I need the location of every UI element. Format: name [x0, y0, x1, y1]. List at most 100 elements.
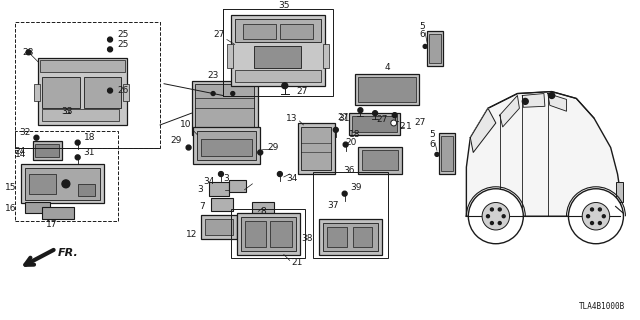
Text: 29: 29: [267, 143, 278, 152]
Polygon shape: [500, 95, 520, 127]
Text: 34: 34: [204, 177, 215, 186]
Circle shape: [76, 155, 80, 160]
Bar: [15, 131, 118, 221]
Circle shape: [490, 208, 493, 211]
Text: 15: 15: [5, 183, 17, 192]
Text: 25: 25: [117, 40, 128, 49]
Bar: [33, 141, 62, 160]
Text: 31: 31: [84, 148, 95, 157]
Text: 32: 32: [19, 128, 31, 137]
Bar: [280, 24, 313, 39]
Text: 5: 5: [429, 130, 435, 139]
Circle shape: [598, 208, 602, 211]
Bar: [193, 127, 260, 164]
Bar: [211, 197, 233, 211]
Bar: [38, 58, 127, 125]
Circle shape: [549, 92, 555, 99]
Bar: [15, 22, 160, 148]
Bar: [200, 129, 213, 135]
Bar: [319, 219, 382, 254]
Text: 16: 16: [5, 204, 17, 213]
Circle shape: [486, 215, 490, 218]
Text: 27: 27: [337, 113, 349, 122]
Bar: [217, 129, 231, 135]
Bar: [270, 221, 292, 247]
Text: 3: 3: [223, 174, 229, 183]
Circle shape: [568, 189, 623, 244]
Polygon shape: [522, 93, 545, 107]
Text: 6: 6: [429, 140, 435, 149]
Text: 37: 37: [327, 201, 339, 210]
Bar: [197, 131, 256, 160]
Text: 28: 28: [22, 48, 34, 57]
Circle shape: [108, 47, 113, 52]
Bar: [616, 182, 623, 202]
Text: 39: 39: [351, 183, 362, 192]
Text: 35: 35: [278, 1, 289, 10]
Text: 27: 27: [414, 118, 426, 127]
Circle shape: [358, 108, 363, 113]
Circle shape: [423, 44, 427, 48]
Bar: [298, 123, 335, 174]
Bar: [362, 150, 397, 170]
Text: 4: 4: [385, 62, 390, 72]
Bar: [227, 44, 233, 68]
Bar: [35, 84, 40, 101]
Circle shape: [258, 150, 262, 155]
Circle shape: [435, 152, 439, 156]
Text: 21: 21: [292, 258, 303, 267]
Bar: [209, 182, 229, 196]
Bar: [191, 81, 259, 135]
Text: 24: 24: [15, 147, 26, 156]
Circle shape: [392, 113, 397, 117]
Text: 26: 26: [117, 86, 128, 95]
Bar: [427, 31, 443, 66]
Bar: [358, 147, 401, 174]
Circle shape: [26, 50, 31, 55]
Bar: [20, 164, 104, 204]
Text: 14: 14: [15, 150, 27, 159]
Bar: [231, 209, 305, 259]
Text: 18: 18: [84, 133, 95, 142]
Bar: [327, 227, 347, 247]
Circle shape: [62, 180, 70, 188]
Text: 27: 27: [296, 87, 308, 96]
Bar: [301, 127, 331, 170]
Bar: [439, 133, 454, 174]
Circle shape: [591, 221, 593, 225]
Bar: [441, 136, 452, 171]
Bar: [235, 70, 321, 82]
Circle shape: [602, 215, 605, 218]
Bar: [349, 113, 399, 135]
Bar: [25, 202, 50, 213]
Text: 20: 20: [345, 138, 356, 147]
Circle shape: [218, 172, 223, 177]
Text: 13: 13: [286, 114, 298, 123]
Bar: [25, 168, 100, 200]
Bar: [29, 174, 56, 194]
Bar: [252, 202, 274, 215]
Bar: [355, 74, 419, 105]
Bar: [223, 9, 333, 95]
Circle shape: [231, 92, 235, 95]
Bar: [244, 221, 266, 247]
Text: 29: 29: [170, 136, 182, 145]
Text: 38: 38: [301, 234, 313, 243]
Bar: [241, 217, 296, 251]
Bar: [323, 44, 329, 68]
Text: 25: 25: [117, 30, 128, 39]
Text: 10: 10: [180, 120, 191, 130]
Bar: [235, 19, 321, 43]
Text: 7: 7: [200, 202, 205, 211]
Text: 8: 8: [260, 207, 266, 216]
Bar: [353, 227, 372, 247]
Bar: [229, 180, 246, 192]
Text: 2: 2: [399, 123, 405, 132]
Text: 33: 33: [61, 107, 72, 116]
Circle shape: [343, 142, 348, 147]
Circle shape: [499, 221, 501, 225]
Bar: [243, 24, 276, 39]
Bar: [195, 84, 254, 131]
Bar: [123, 84, 129, 101]
Text: 23: 23: [207, 71, 219, 80]
